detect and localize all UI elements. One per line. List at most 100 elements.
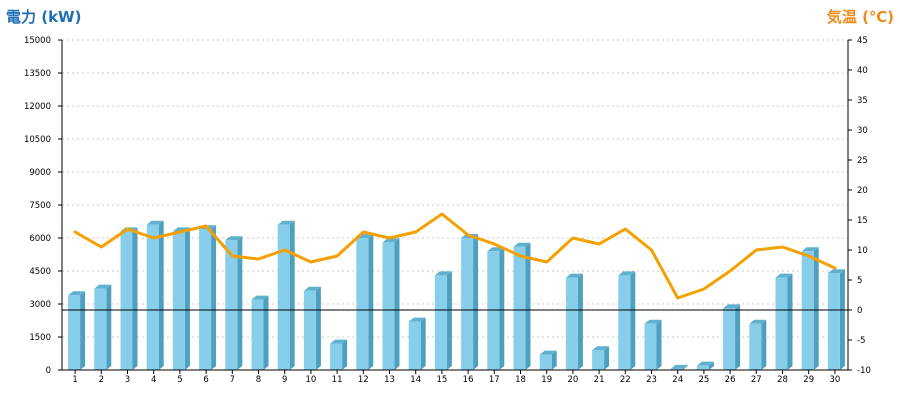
bar-top [94, 284, 112, 289]
bar-top [382, 238, 400, 243]
left-tick-label: 7500 [29, 201, 51, 211]
bar-front [68, 295, 81, 370]
bar-side [342, 339, 348, 370]
bar-side [289, 220, 295, 370]
bar-top [696, 361, 714, 366]
right-tick-label: 20 [857, 186, 868, 196]
bar [801, 247, 819, 370]
bar [94, 284, 112, 370]
bar-front [172, 231, 185, 370]
bar-side [237, 236, 243, 370]
right-tick-label: -5 [857, 336, 865, 346]
bar [775, 273, 793, 370]
bar [670, 364, 688, 370]
bar-side [708, 361, 714, 370]
bar-side [315, 286, 321, 370]
left-tick-label: 0 [46, 366, 51, 376]
x-tick-label: 11 [332, 375, 343, 385]
x-tick-label: 5 [177, 375, 182, 385]
bar-side [473, 234, 479, 370]
x-tick-label: 12 [358, 375, 369, 385]
right-tick-label: -10 [857, 366, 871, 376]
left-tick-label: 9000 [29, 168, 51, 178]
x-tick-label: 18 [515, 375, 526, 385]
bar-front [382, 242, 395, 370]
right-tick-label: 35 [857, 96, 868, 106]
left-tick-label: 12000 [24, 102, 51, 112]
x-tick-label: 19 [541, 375, 552, 385]
bar [749, 319, 767, 370]
x-tick-label: 2 [99, 375, 104, 385]
x-tick-label: 6 [203, 375, 208, 385]
x-tick-label: 10 [305, 375, 316, 385]
bar-side [499, 247, 505, 370]
x-tick-label: 27 [751, 375, 762, 385]
bar-front [251, 299, 264, 370]
bar [382, 238, 400, 370]
bar-side [158, 220, 164, 370]
bar [277, 220, 295, 370]
x-tick-label: 22 [620, 375, 631, 385]
x-tick-label: 14 [410, 375, 421, 385]
bar [120, 227, 138, 370]
bar-side [263, 295, 269, 370]
left-tick-label: 1500 [29, 333, 51, 343]
bar-front [592, 350, 605, 370]
bar [146, 220, 164, 370]
bar-front [330, 343, 343, 370]
bar-front [827, 273, 840, 370]
x-tick-label: 23 [646, 375, 657, 385]
bar-series [68, 220, 845, 370]
bar-front [539, 354, 552, 370]
bar [408, 317, 426, 370]
bar-front [644, 323, 657, 370]
bar-front [513, 246, 526, 370]
temperature-line-series [73, 212, 837, 300]
temperature-line [73, 212, 837, 300]
x-tick-label: 15 [436, 375, 447, 385]
bar-side [682, 364, 688, 370]
bar [356, 234, 374, 370]
right-tick-label: 5 [857, 276, 862, 286]
right-axis-ticks: -10 -5 0 5 10 15 20 25 30 35 40 45 [848, 36, 871, 376]
bar-front [146, 224, 159, 370]
bar-top [513, 242, 531, 247]
bar [487, 247, 505, 370]
x-tick-label: 9 [282, 375, 287, 385]
x-tick-label: 29 [803, 375, 814, 385]
bar-top [565, 273, 583, 278]
bar-top [827, 269, 845, 274]
bar-front [461, 238, 474, 370]
bar-front [408, 321, 421, 370]
bar-side [132, 227, 138, 370]
bar-front [487, 251, 500, 370]
left-tick-label: 13500 [24, 69, 51, 79]
x-tick-label: 4 [151, 375, 156, 385]
right-tick-label: 30 [857, 126, 868, 136]
bar-front [277, 224, 290, 370]
left-tick-label: 10500 [24, 135, 51, 145]
x-tick-label: 26 [725, 375, 736, 385]
bar-front [749, 323, 762, 370]
bar-front [618, 275, 631, 370]
bar [827, 269, 845, 370]
bar [618, 271, 636, 370]
bar [723, 304, 741, 370]
bar [696, 361, 714, 370]
bar [303, 286, 321, 370]
bar-front [801, 251, 814, 370]
bar-top [225, 236, 243, 241]
x-tick-label: 28 [777, 375, 788, 385]
bar-side [184, 227, 190, 370]
bar-top [801, 247, 819, 252]
bar-top [146, 220, 164, 225]
bar-front [565, 277, 578, 370]
bar-top [539, 350, 557, 355]
bar [513, 242, 531, 370]
bar [461, 234, 479, 370]
left-tick-label: 15000 [24, 36, 51, 46]
x-tick-label: 16 [463, 375, 474, 385]
right-tick-label: 10 [857, 246, 868, 256]
bar-top [723, 304, 741, 309]
